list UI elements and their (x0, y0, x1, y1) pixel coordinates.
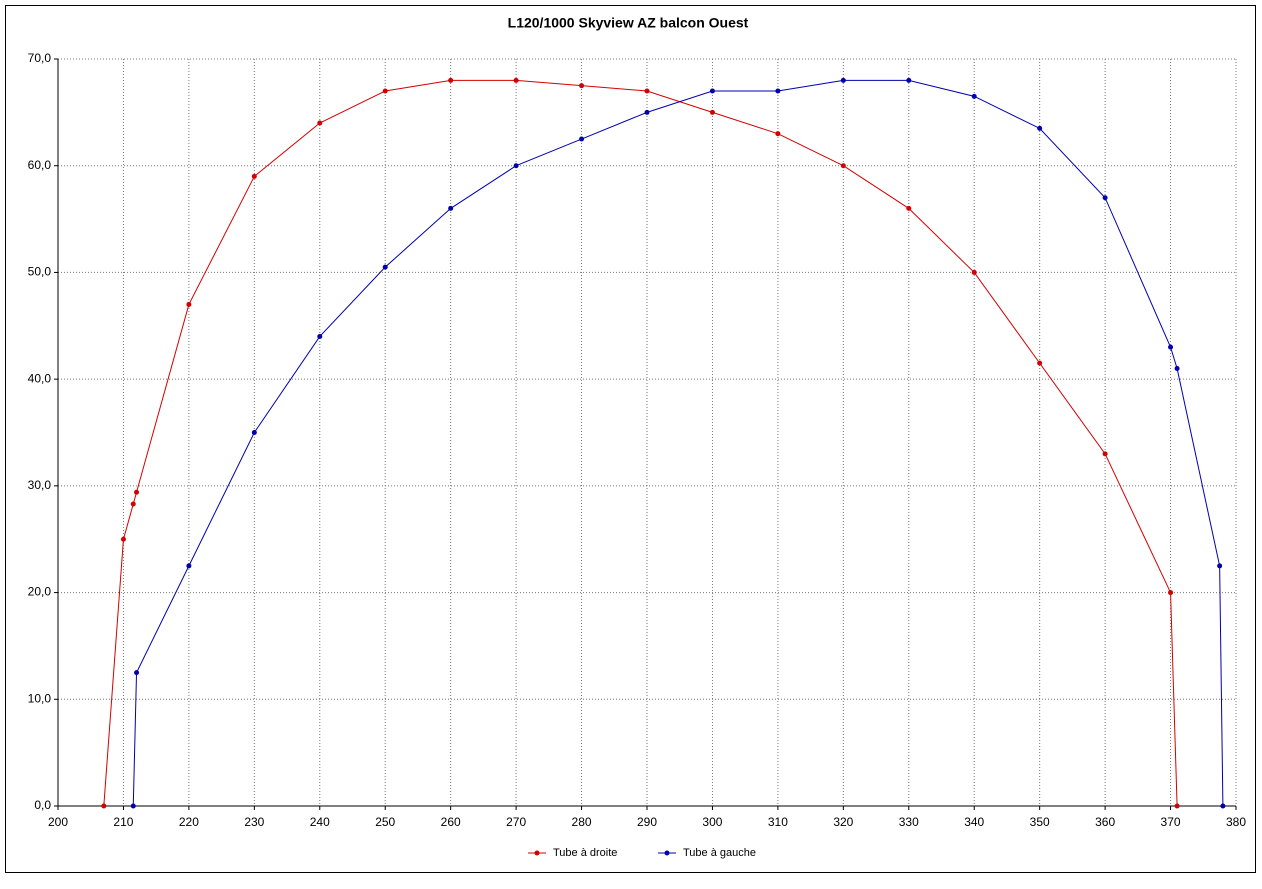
data-point (644, 88, 650, 94)
data-point (186, 301, 192, 307)
chart-title: L120/1000 Skyview AZ balcon Ouest (508, 15, 749, 31)
data-point (579, 136, 585, 142)
data-point (513, 163, 519, 169)
data-point (130, 501, 136, 507)
y-tick-label: 0,0 (34, 798, 51, 812)
data-point (1168, 344, 1174, 350)
x-tick-label: 240 (310, 815, 330, 829)
data-point (775, 131, 781, 137)
data-point (579, 83, 585, 89)
x-tick-label: 220 (179, 815, 199, 829)
data-point (709, 109, 715, 115)
data-point (382, 88, 388, 94)
data-point (134, 489, 140, 495)
x-tick-label: 320 (833, 815, 853, 829)
data-point (251, 173, 257, 179)
data-point (775, 88, 781, 94)
y-tick-label: 10,0 (28, 691, 52, 705)
data-point (130, 803, 136, 809)
data-point (906, 205, 912, 211)
data-point (1174, 365, 1180, 371)
data-point (120, 536, 126, 542)
data-point (971, 269, 977, 275)
y-tick-label: 70,0 (28, 51, 52, 65)
series-line (103, 79, 1178, 807)
series-line (132, 79, 1224, 807)
x-tick-label: 360 (1095, 815, 1115, 829)
data-point (1037, 360, 1043, 366)
data-point (906, 77, 912, 83)
y-tick-label: 40,0 (28, 371, 52, 385)
data-point (448, 205, 454, 211)
y-tick-label: 50,0 (28, 265, 52, 279)
x-tick-label: 260 (441, 815, 461, 829)
x-tick-label: 280 (572, 815, 592, 829)
data-point (382, 264, 388, 270)
x-tick-label: 380 (1226, 815, 1246, 829)
data-point (1217, 563, 1223, 569)
x-tick-label: 270 (506, 815, 526, 829)
data-point (1168, 590, 1174, 596)
data-point (448, 77, 454, 83)
legend-label: Tube à droite (553, 847, 617, 859)
data-point (513, 77, 519, 83)
data-point (644, 109, 650, 115)
x-tick-label: 250 (375, 815, 395, 829)
data-point (317, 120, 323, 126)
x-tick-label: 340 (964, 815, 984, 829)
x-tick-label: 290 (637, 815, 657, 829)
chart-border (5, 5, 1256, 873)
data-point (1102, 195, 1108, 201)
y-tick-label: 60,0 (28, 158, 52, 172)
data-point (251, 430, 257, 435)
data-point (1037, 125, 1043, 131)
data-point (186, 563, 192, 569)
y-tick-label: 30,0 (28, 478, 52, 492)
data-point (317, 333, 323, 339)
x-tick-label: 230 (244, 815, 264, 829)
x-tick-label: 210 (113, 815, 133, 829)
data-point (1220, 803, 1226, 809)
data-point (101, 803, 107, 809)
x-tick-label: 350 (1030, 815, 1050, 829)
data-point (840, 77, 846, 83)
x-tick-label: 370 (1161, 815, 1181, 829)
data-point (134, 670, 140, 676)
legend-marker (534, 850, 540, 856)
x-tick-label: 330 (899, 815, 919, 829)
x-tick-label: 300 (702, 815, 722, 829)
data-point (971, 93, 977, 99)
x-tick-label: 310 (768, 815, 788, 829)
y-tick-label: 20,0 (28, 585, 52, 599)
legend-label: Tube à gauche (683, 847, 756, 859)
legend-marker (664, 850, 670, 856)
x-tick-label: 200 (48, 815, 68, 829)
data-point (840, 163, 846, 169)
data-point (1102, 451, 1108, 457)
data-point (1174, 803, 1180, 809)
data-point (709, 88, 715, 94)
